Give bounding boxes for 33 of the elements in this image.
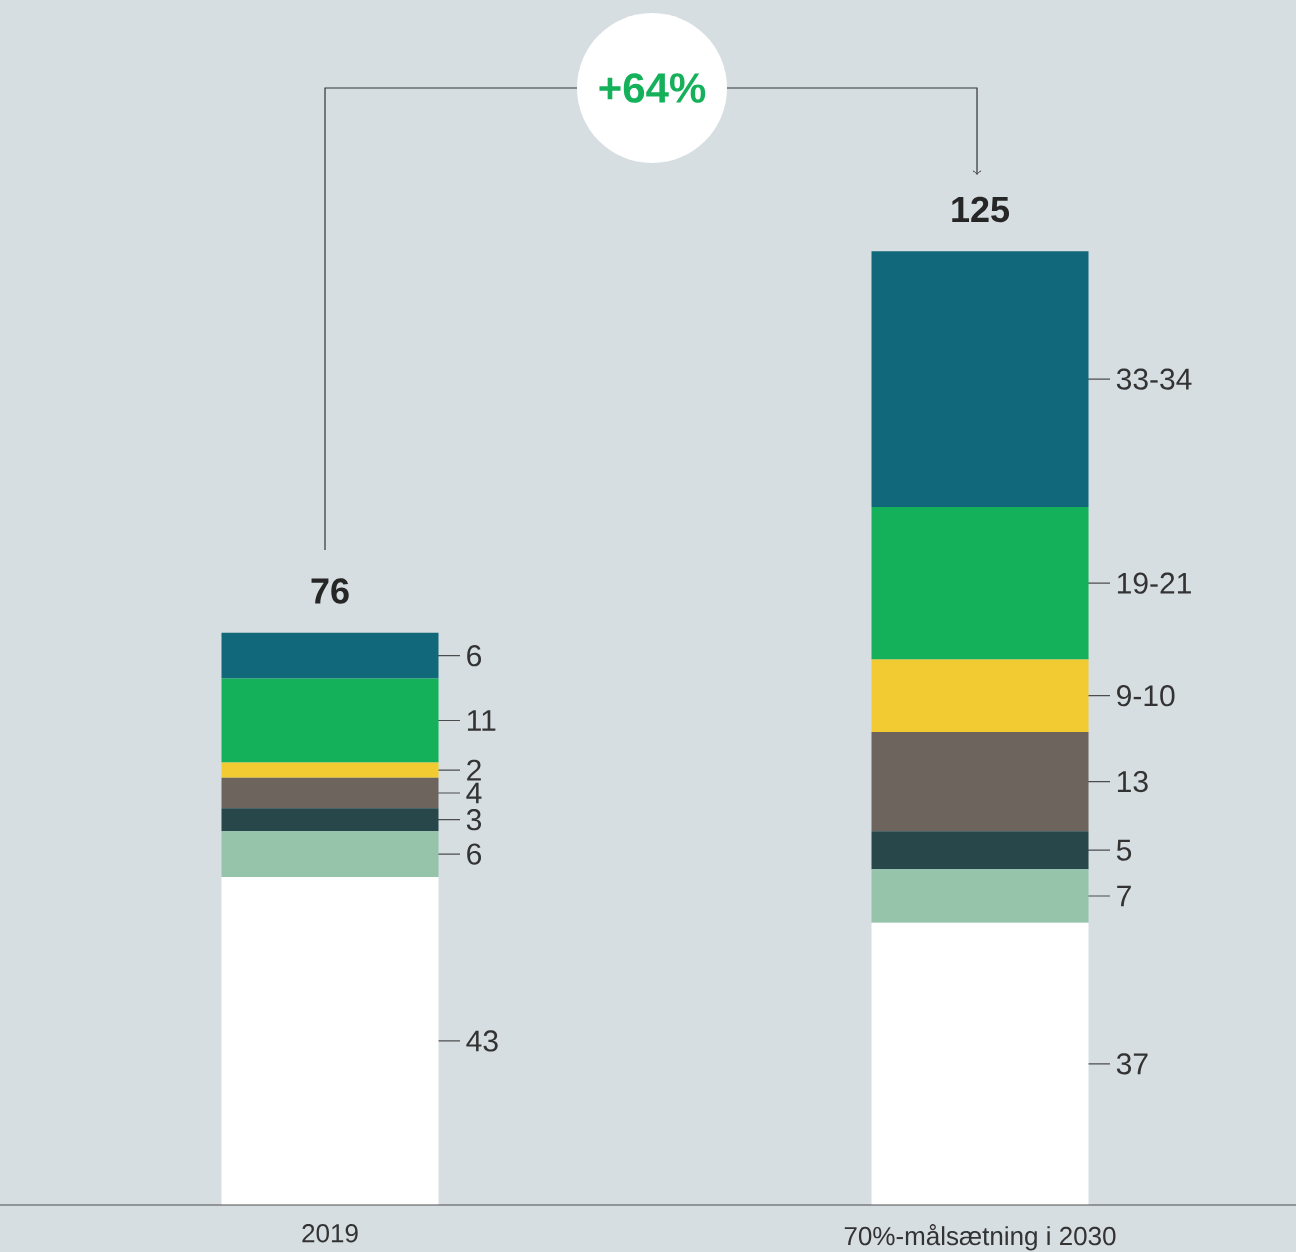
bar bbox=[221, 777, 439, 809]
data-label: 3 bbox=[466, 809, 482, 831]
data-label: 6 bbox=[467, 645, 482, 667]
bar bbox=[221, 678, 439, 763]
bar bbox=[221, 632, 439, 679]
bar bbox=[871, 869, 1089, 923]
bar bbox=[221, 762, 439, 778]
bar bbox=[871, 731, 1089, 832]
total-label: 125 bbox=[952, 196, 1010, 223]
x-tick-label: 70%-målsætning i 2030 bbox=[844, 1224, 1116, 1251]
bar bbox=[871, 506, 1089, 660]
data-label: 7 bbox=[1117, 885, 1131, 907]
data-label: 9-10 bbox=[1117, 685, 1175, 707]
data-label: 2 bbox=[467, 759, 481, 781]
bar bbox=[871, 831, 1089, 870]
total-label: 76 bbox=[311, 578, 349, 604]
data-label: 37 bbox=[1116, 1053, 1148, 1075]
bar bbox=[871, 922, 1089, 1205]
data-label: 33-34 bbox=[1116, 368, 1192, 390]
data-label: 11 bbox=[467, 710, 496, 731]
data-label: 6 bbox=[467, 843, 482, 865]
bar bbox=[221, 808, 439, 832]
x-tick-label: 2019 bbox=[302, 1224, 358, 1243]
bar bbox=[221, 831, 439, 877]
data-label: 4 bbox=[466, 782, 482, 804]
bar bbox=[871, 251, 1089, 507]
bar bbox=[221, 876, 439, 1205]
data-label: 5 bbox=[1116, 839, 1132, 861]
data-label: 43 bbox=[466, 1030, 498, 1052]
data-label: 13 bbox=[1117, 770, 1148, 793]
data-label: 19-21 bbox=[1117, 572, 1191, 594]
bar bbox=[871, 659, 1089, 732]
text: +64% bbox=[599, 73, 706, 103]
